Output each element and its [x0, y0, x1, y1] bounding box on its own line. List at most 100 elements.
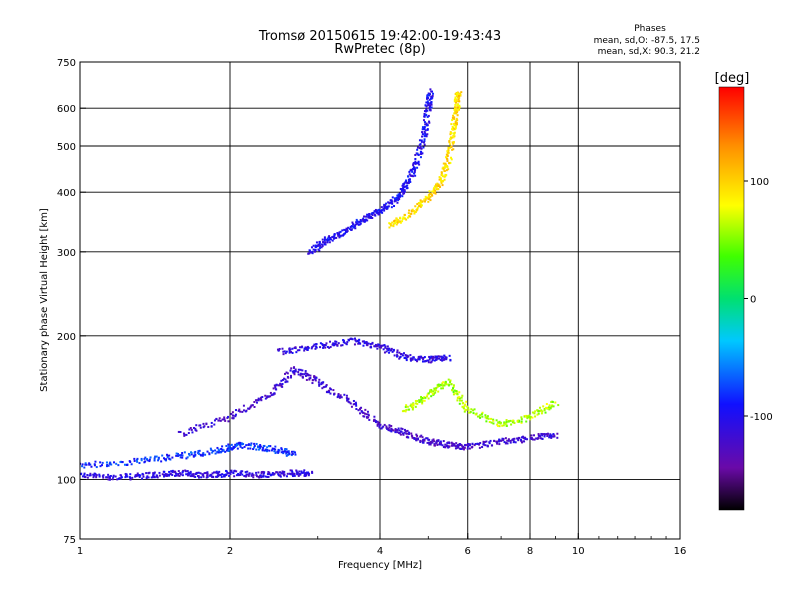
echo-point	[434, 356, 437, 359]
echo-point	[505, 419, 508, 422]
echo-point	[177, 472, 180, 475]
echo-point	[328, 391, 331, 394]
echo-point	[182, 432, 185, 435]
echo-point	[359, 412, 362, 415]
echo-point	[88, 474, 91, 477]
echo-point	[418, 144, 421, 147]
echo-point	[291, 351, 294, 354]
echo-point	[448, 140, 451, 143]
echo-point	[435, 440, 438, 443]
echo-point	[415, 439, 418, 442]
echo-point	[353, 343, 356, 346]
echo-point	[479, 442, 482, 445]
echo-point	[291, 475, 294, 478]
echo-point	[384, 345, 387, 348]
y-tick-label: 500	[57, 142, 76, 153]
echo-point	[505, 424, 508, 427]
echo-point	[440, 442, 443, 445]
echo-point	[260, 471, 263, 474]
echo-point	[395, 217, 398, 220]
echo-point	[318, 243, 321, 246]
echo-point	[424, 396, 427, 399]
echo-point	[333, 237, 336, 240]
phases-o-stats: mean, sd,O: -87.5, 17.5	[594, 36, 700, 46]
echo-point	[390, 424, 393, 427]
echo-point	[407, 180, 410, 183]
x-tick-label: 4	[377, 546, 383, 557]
echo-point	[228, 445, 231, 448]
echo-point	[206, 474, 209, 477]
echo-point	[471, 442, 474, 445]
echo-point	[198, 449, 201, 452]
echo-point	[436, 184, 439, 187]
echo-point	[293, 371, 296, 374]
echo-point	[450, 123, 453, 126]
echo-point	[148, 458, 151, 461]
echo-point	[418, 357, 421, 360]
echo-point	[419, 441, 422, 444]
echo-point	[452, 132, 455, 135]
echo-point	[218, 417, 221, 420]
echo-point	[447, 384, 450, 387]
echo-point	[396, 194, 399, 197]
echo-point	[342, 339, 345, 342]
echo-point	[371, 217, 374, 220]
echo-point	[174, 470, 177, 473]
echo-point	[426, 441, 429, 444]
echo-point	[143, 457, 146, 460]
echo-point	[281, 470, 284, 473]
echo-point	[540, 412, 543, 415]
echo-point	[136, 460, 139, 463]
echo-point	[108, 462, 111, 465]
echo-point	[467, 408, 470, 411]
echo-point	[113, 461, 116, 464]
echo-point	[314, 378, 317, 381]
echo-point	[518, 420, 521, 423]
echo-point	[307, 471, 310, 474]
echo-point	[227, 420, 230, 423]
echo-point	[313, 376, 316, 379]
echo-point	[376, 347, 379, 350]
echo-point	[305, 372, 308, 375]
echo-point	[462, 407, 465, 410]
echo-point	[184, 470, 187, 473]
echo-point	[166, 473, 169, 476]
echo-point	[433, 359, 436, 362]
echo-point	[455, 106, 458, 109]
echo-point	[513, 437, 516, 440]
echo-point	[390, 201, 393, 204]
echo-point	[305, 378, 308, 381]
echo-point	[393, 205, 396, 208]
echo-point	[328, 235, 331, 238]
echo-point	[218, 449, 221, 452]
echo-point	[168, 454, 171, 457]
echo-point	[402, 433, 405, 436]
echo-point	[429, 356, 432, 359]
echo-point	[306, 472, 309, 475]
echo-point	[454, 101, 457, 104]
echo-point	[359, 407, 362, 410]
echo-point	[88, 463, 91, 466]
echo-point	[219, 419, 222, 422]
echo-point	[355, 403, 358, 406]
echo-point	[285, 475, 288, 478]
echo-point	[414, 405, 417, 408]
echo-point	[318, 240, 321, 243]
echo-point	[340, 396, 343, 399]
echo-point	[303, 347, 306, 350]
echo-point	[364, 219, 367, 222]
echo-point	[314, 379, 317, 382]
echo-point	[421, 135, 424, 138]
echo-point	[244, 471, 247, 474]
echo-point	[412, 166, 415, 169]
echo-point	[241, 473, 244, 476]
echo-point	[385, 426, 388, 429]
echo-point	[270, 394, 273, 397]
echo-point	[367, 216, 370, 219]
echo-point	[449, 161, 452, 164]
echo-point	[398, 351, 401, 354]
echo-point	[348, 227, 351, 230]
echo-point	[310, 246, 313, 249]
echo-point	[273, 450, 276, 453]
